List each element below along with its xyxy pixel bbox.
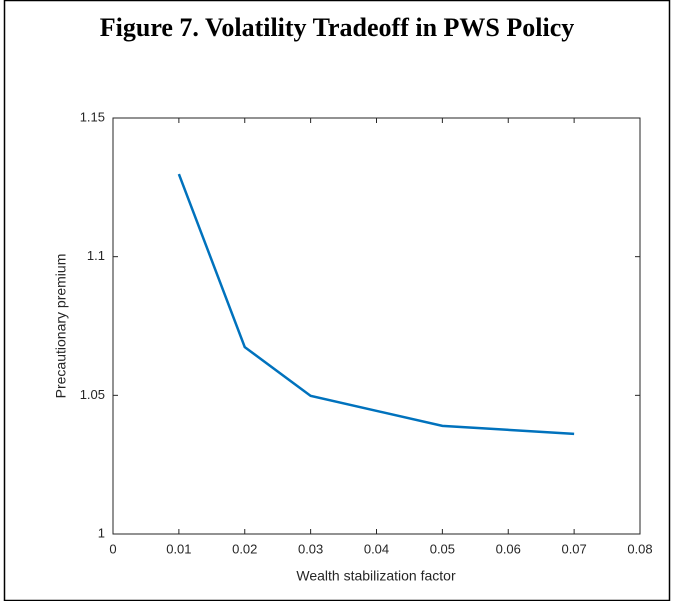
x-tick-label: 0.05 bbox=[430, 541, 455, 556]
x-axis-label: Wealth stabilization factor bbox=[296, 568, 456, 584]
x-tick-label: 0.06 bbox=[496, 541, 521, 556]
chart-title: Figure 7. Volatility Tradeoff in PWS Pol… bbox=[100, 13, 575, 42]
data-line bbox=[177, 173, 575, 436]
x-tick-label: 0.01 bbox=[166, 541, 191, 556]
x-tick-label: 0.03 bbox=[298, 541, 323, 556]
x-tick-label: 0.07 bbox=[561, 541, 586, 556]
frame bbox=[3, 0, 671, 601]
y-tick-label: 1.05 bbox=[80, 387, 105, 402]
y-tick-label: 1.1 bbox=[87, 248, 105, 263]
x-tick-label: 0 bbox=[109, 541, 116, 556]
y-axis-label: Precautionary premium bbox=[53, 254, 69, 399]
x-tick-label: 0.02 bbox=[232, 541, 257, 556]
x-tick-label: 0.08 bbox=[627, 541, 652, 556]
x-tick-label: 0.04 bbox=[364, 541, 389, 556]
plot-box bbox=[112, 117, 641, 535]
y-tick-label: 1.15 bbox=[80, 109, 105, 124]
y-tick-label: 1 bbox=[98, 525, 105, 540]
